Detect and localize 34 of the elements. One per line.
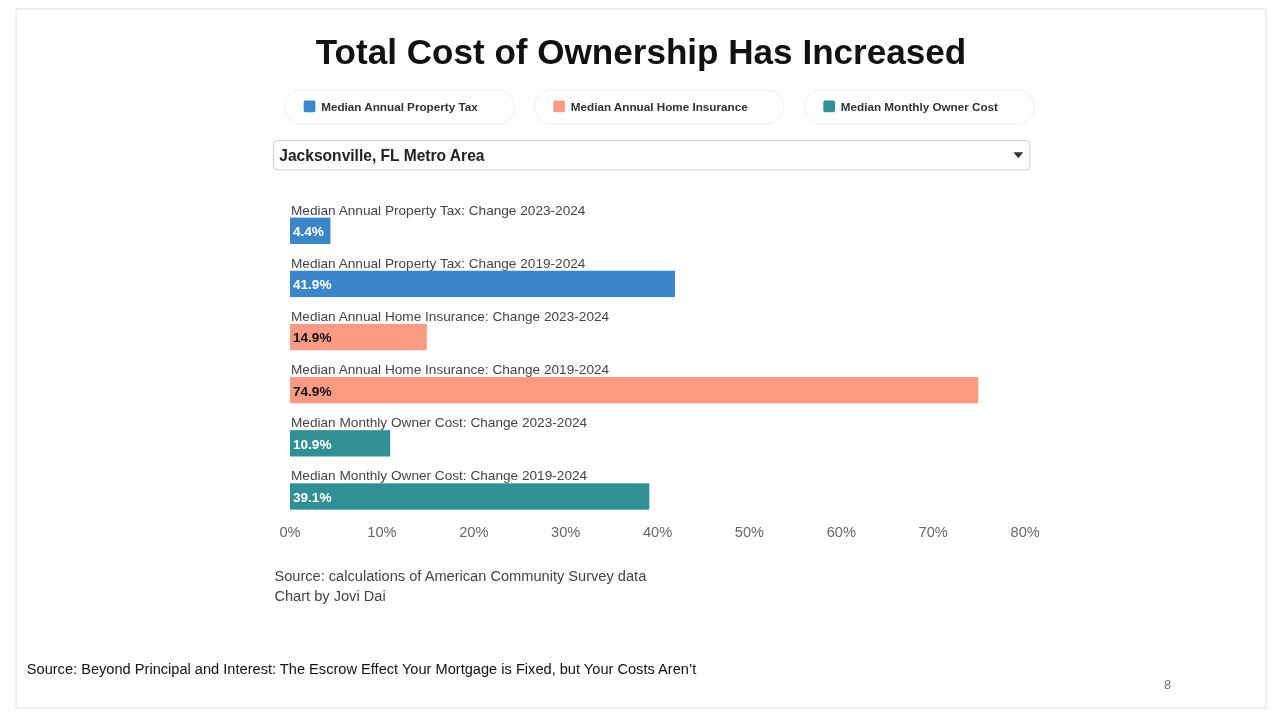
bar <box>290 377 979 404</box>
x-tick-label: 80% <box>1010 524 1040 541</box>
x-tick-label: 10% <box>367 524 397 541</box>
legend-label: Median Monthly Owner Cost <box>840 100 999 114</box>
data-label: 10.9% <box>292 436 332 452</box>
source-note: Source: Beyond Principal and Interest: The Escrow Effect Your Mortgage is Fixed, but Your Costs Aren’t <box>26 660 697 677</box>
data-label: 4.4% <box>292 224 324 240</box>
y-tick-label: Median Annual Home Insurance: Change 2019-2024 <box>290 362 610 378</box>
x-tick-label: 70% <box>918 524 948 541</box>
legend-label: Median Annual Property Tax <box>321 100 479 114</box>
bar <box>290 270 676 298</box>
bar <box>290 483 650 510</box>
y-tick-label: Median Annual Property Tax: Change 2019-2024 <box>290 255 586 271</box>
y-tick-label: Median Annual Property Tax: Change 2023-2024 <box>290 202 586 218</box>
source-note: Source: calculations of American Community Survey data <box>274 568 648 585</box>
y-tick-label: Median Annual Home Insurance: Change 2023-2024 <box>290 308 610 324</box>
legend-label: Median Annual Home Insurance <box>570 100 749 114</box>
bar <box>290 323 427 351</box>
x-tick-label: 0% <box>279 524 301 541</box>
y-tick-label: Median Monthly Owner Cost: Change 2019-2024 <box>290 468 588 484</box>
y-tick-label: Median Monthly Owner Cost: Change 2023-2024 <box>290 415 588 431</box>
data-label: 41.9% <box>292 277 332 293</box>
text: Chart by Jovi Dai <box>274 587 386 604</box>
chart-title: Total Cost of Ownership Has Increased <box>315 31 967 71</box>
x-tick-label: 50% <box>734 524 765 541</box>
x-tick-label: 60% <box>826 524 856 541</box>
x-tick-label: 40% <box>642 524 673 541</box>
data-label: 74.9% <box>292 383 332 399</box>
data-label: 14.9% <box>292 330 332 346</box>
data-label: 39.1% <box>292 489 332 505</box>
text: 8 <box>1163 677 1171 692</box>
chart-subtitle: Jacksonville, FL Metro Area <box>279 147 485 165</box>
x-tick-label: 20% <box>459 524 489 541</box>
x-tick-label: 30% <box>551 524 581 541</box>
